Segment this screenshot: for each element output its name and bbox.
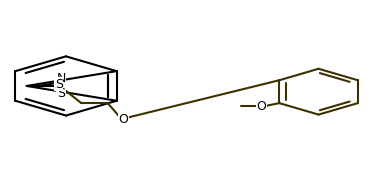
Text: S: S — [57, 87, 65, 100]
Text: O: O — [119, 113, 129, 126]
Text: S: S — [55, 78, 63, 91]
Text: N: N — [56, 72, 66, 85]
Text: O: O — [256, 100, 266, 112]
